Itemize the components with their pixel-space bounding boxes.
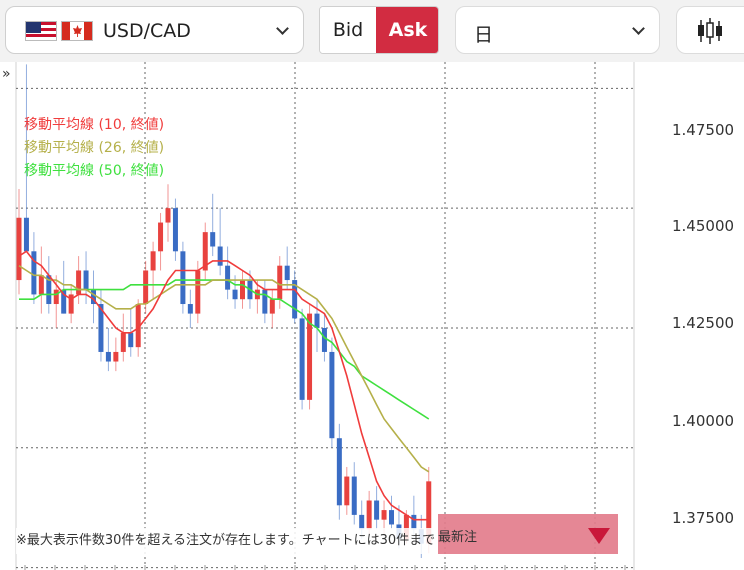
- order-marker[interactable]: 最新注: [438, 514, 618, 554]
- candle-body: [165, 208, 171, 223]
- ma10-line: [18, 250, 429, 521]
- candle-body: [329, 351, 335, 439]
- candle-body: [31, 251, 37, 295]
- candle-body: [381, 510, 387, 520]
- candle-body: [180, 251, 186, 305]
- y-tick-label: 1.37500: [672, 509, 735, 527]
- candle-body: [292, 280, 298, 319]
- candle-body: [128, 332, 134, 348]
- candle-body: [38, 275, 44, 295]
- candle-body: [98, 304, 104, 352]
- period-label: 日: [474, 24, 494, 46]
- order-tag-text: 最新注: [438, 530, 478, 545]
- expand-panel-icon[interactable]: »: [2, 66, 11, 82]
- candle-body: [91, 289, 96, 305]
- ask-button[interactable]: Ask: [376, 7, 438, 53]
- candle-body: [16, 217, 22, 281]
- candle-body: [68, 294, 74, 314]
- chart-type-button[interactable]: [676, 6, 744, 54]
- legend-ma10: 移動平均線 (10, 終値): [24, 117, 165, 133]
- toolbar: USD/CAD Bid Ask 日: [0, 0, 744, 62]
- chart-area[interactable]: » 移動平均線 (10, 終値) 移動平均線 (26, 終値) 移動平均線 (5…: [0, 62, 744, 570]
- chevron-down-icon: [632, 22, 645, 35]
- candle-body: [225, 265, 231, 290]
- candle-body: [277, 265, 283, 300]
- candle-body: [53, 289, 59, 305]
- y-tick-label: 1.40000: [672, 412, 735, 430]
- candle-body: [426, 481, 432, 544]
- bid-button[interactable]: Bid: [320, 7, 376, 53]
- ma26-line: [18, 265, 430, 473]
- candle-body: [202, 232, 208, 271]
- candle-body: [366, 500, 372, 530]
- order-limit-notice: ※最大表示件数30件を超える注文が存在します。チャートには30件まで: [16, 528, 436, 554]
- y-tick-label: 1.47500: [672, 121, 735, 139]
- chevron-down-icon: [276, 22, 289, 35]
- period-select[interactable]: 日: [455, 6, 660, 54]
- price-chart[interactable]: [0, 62, 744, 570]
- candle-body: [46, 275, 52, 305]
- candle-body: [240, 280, 245, 300]
- candle-body: [61, 289, 67, 314]
- candle-body: [389, 510, 394, 525]
- candle-body: [374, 500, 380, 520]
- candle-body: [210, 232, 216, 247]
- candle-body: [359, 514, 365, 530]
- us-flag-icon: [25, 21, 57, 41]
- currency-pair-select[interactable]: USD/CAD: [5, 6, 304, 54]
- triangle-down-icon: [588, 528, 610, 544]
- legend-ma26: 移動平均線 (26, 終値): [24, 140, 165, 156]
- candle-body: [105, 351, 111, 362]
- candle-body: [150, 251, 156, 271]
- bid-ask-toggle: Bid Ask: [319, 6, 439, 54]
- y-tick-label: 1.42500: [672, 314, 735, 332]
- candle-body: [344, 476, 350, 506]
- candle-body: [336, 438, 342, 506]
- candle-body: [307, 313, 313, 400]
- candle-body: [120, 332, 126, 352]
- candle-body: [195, 270, 201, 314]
- candle-body: [187, 304, 193, 314]
- candle-body: [321, 327, 327, 352]
- candle-body: [314, 313, 320, 328]
- candle-body: [269, 299, 275, 314]
- candle-body: [83, 270, 89, 290]
- y-tick-label: 1.45000: [672, 217, 735, 235]
- candle-body: [143, 270, 149, 305]
- candle-body: [76, 270, 82, 295]
- candle-body: [262, 289, 268, 314]
- candle-body: [158, 222, 164, 252]
- candle-body: [232, 289, 238, 300]
- candle-body: [135, 304, 141, 348]
- candle-body: [217, 246, 223, 266]
- ma50-line: [19, 279, 430, 420]
- candle-body: [411, 514, 417, 530]
- candle-body: [284, 265, 290, 281]
- candle-body: [172, 208, 178, 252]
- candle-body: [299, 318, 305, 400]
- candlestick-icon: [698, 18, 722, 44]
- legend-ma50: 移動平均線 (50, 終値): [24, 163, 165, 179]
- candle-body: [23, 217, 29, 252]
- candle-body: [403, 514, 409, 539]
- candle-body: [113, 351, 119, 362]
- currency-pair-label: USD/CAD: [103, 20, 191, 42]
- canada-flag-icon: [61, 21, 93, 41]
- candle-body: [351, 476, 357, 515]
